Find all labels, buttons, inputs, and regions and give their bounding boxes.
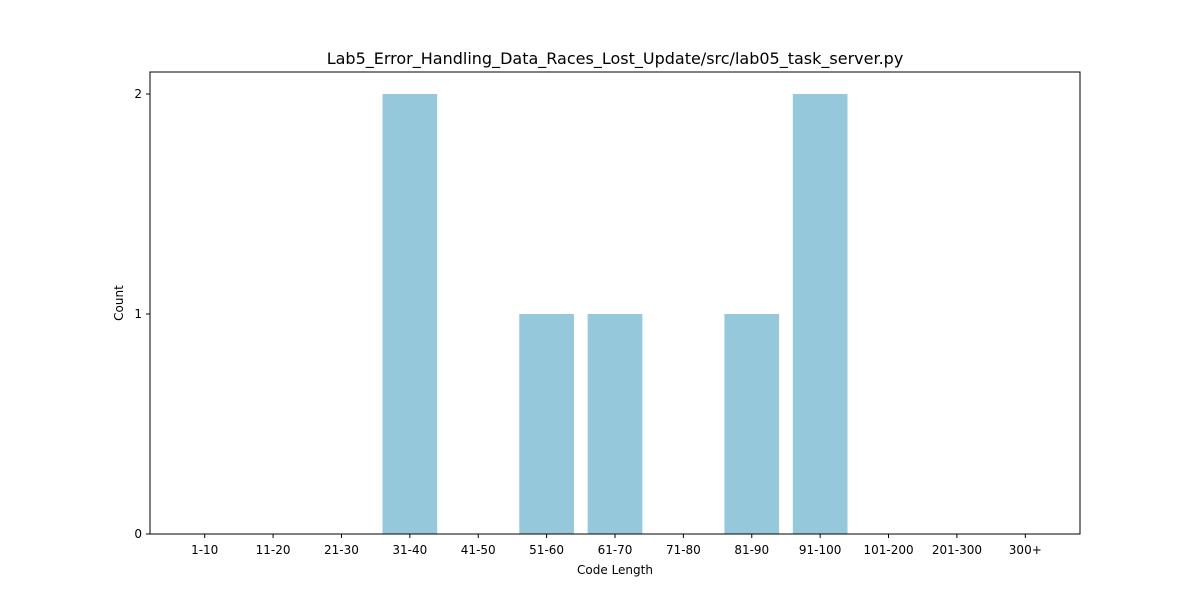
bar-31-40 [382, 94, 438, 534]
bar-51-60 [519, 314, 574, 534]
x-tick-label: 300+ [1009, 543, 1042, 557]
x-tick-label: 101-200 [863, 543, 913, 557]
x-tick-label: 81-90 [734, 543, 769, 557]
x-tick-label: 41-50 [461, 543, 496, 557]
bar-61-70 [587, 314, 643, 534]
y-axis-label: Count [112, 285, 126, 321]
x-tick-label: 11-20 [256, 543, 291, 557]
plot-frame [149, 71, 1081, 535]
y-axis-ticks: 0 1 2 [134, 87, 150, 541]
x-tick-label: 51-60 [529, 543, 564, 557]
x-tick-label: 1-10 [191, 543, 218, 557]
x-tick-label: 71-80 [666, 543, 701, 557]
x-tick-label: 201-300 [932, 543, 982, 557]
bar-81-90 [724, 314, 780, 534]
bar-91-100 [792, 94, 848, 534]
x-tick-label: 61-70 [598, 543, 633, 557]
y-tick-label: 1 [134, 307, 142, 321]
bars-layer [382, 94, 848, 534]
y-tick-label: 0 [134, 527, 142, 541]
x-tick-label: 21-30 [324, 543, 359, 557]
x-axis-ticks: 1-10 11-20 21-30 31-40 41-50 51-60 61-70 71-80 8… [191, 534, 1042, 557]
x-axis-label: Code Length [577, 563, 653, 577]
chart-title: Lab5_Error_Handling_Data_Races_Lost_Upda… [327, 49, 904, 69]
x-tick-label: 91-100 [799, 543, 842, 557]
y-tick-label: 2 [134, 87, 142, 101]
x-tick-label: 31-40 [392, 543, 427, 557]
